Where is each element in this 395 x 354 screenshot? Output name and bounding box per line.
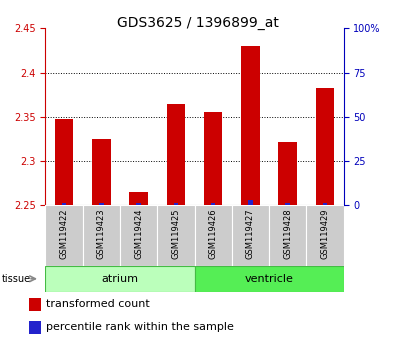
Bar [62, 202, 66, 205]
Text: GSM119424: GSM119424 [134, 208, 143, 259]
Bar [204, 113, 222, 205]
Bar [136, 202, 141, 205]
Bar [92, 139, 111, 205]
Bar [99, 202, 103, 205]
Bar [45, 205, 83, 266]
Bar [241, 46, 260, 205]
Text: GSM119426: GSM119426 [209, 208, 218, 259]
Bar [286, 202, 290, 205]
Bar [129, 192, 148, 205]
Text: percentile rank within the sample: percentile rank within the sample [46, 322, 234, 332]
Bar [194, 266, 344, 292]
Text: atrium: atrium [102, 274, 139, 284]
Bar [232, 205, 269, 266]
Bar [45, 266, 194, 292]
Text: ventricle: ventricle [245, 274, 293, 284]
Bar [120, 205, 157, 266]
Text: GSM119425: GSM119425 [171, 208, 181, 259]
Bar [157, 205, 194, 266]
Bar [248, 200, 253, 205]
Bar [323, 202, 327, 205]
Bar [194, 205, 232, 266]
Bar [55, 119, 73, 205]
Text: GSM119429: GSM119429 [320, 208, 329, 259]
Bar [167, 103, 185, 205]
Text: GSM119423: GSM119423 [97, 208, 106, 259]
Bar [269, 205, 307, 266]
Bar [278, 142, 297, 205]
Text: GSM119428: GSM119428 [283, 208, 292, 259]
Text: GDS3625 / 1396899_at: GDS3625 / 1396899_at [117, 16, 278, 30]
Text: transformed count: transformed count [46, 299, 150, 309]
Text: GSM119422: GSM119422 [60, 208, 69, 259]
Bar [211, 202, 215, 205]
Text: tissue: tissue [2, 274, 31, 284]
Bar [307, 205, 344, 266]
Bar [29, 298, 41, 312]
Bar [83, 205, 120, 266]
Bar [316, 88, 334, 205]
Text: GSM119427: GSM119427 [246, 208, 255, 259]
Bar [29, 321, 41, 335]
Bar [174, 202, 178, 205]
